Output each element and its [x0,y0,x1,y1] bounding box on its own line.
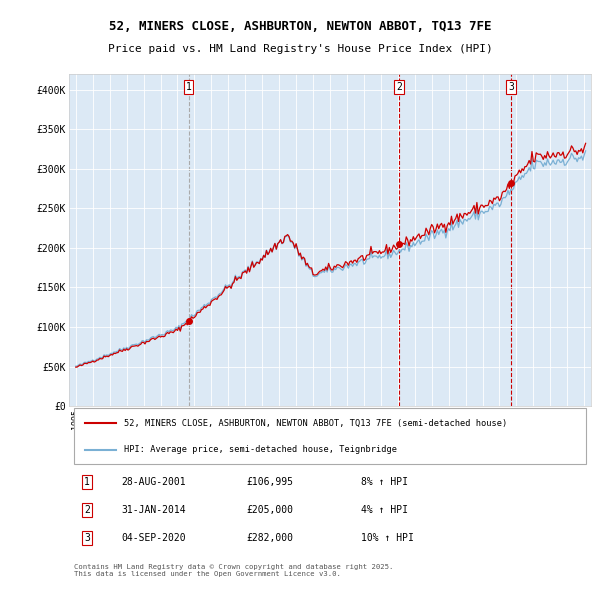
Text: 8% ↑ HPI: 8% ↑ HPI [361,477,409,487]
Text: Price paid vs. HM Land Registry's House Price Index (HPI): Price paid vs. HM Land Registry's House … [107,44,493,54]
Text: 52, MINERS CLOSE, ASHBURTON, NEWTON ABBOT, TQ13 7FE: 52, MINERS CLOSE, ASHBURTON, NEWTON ABBO… [109,20,491,33]
Text: £106,995: £106,995 [247,477,293,487]
Text: 28-AUG-2001: 28-AUG-2001 [121,477,186,487]
Text: 3: 3 [85,533,90,543]
Text: 52, MINERS CLOSE, ASHBURTON, NEWTON ABBOT, TQ13 7FE (semi-detached house): 52, MINERS CLOSE, ASHBURTON, NEWTON ABBO… [124,418,507,428]
Text: 31-JAN-2014: 31-JAN-2014 [121,505,186,515]
Text: 3: 3 [508,82,514,92]
Text: HPI: Average price, semi-detached house, Teignbridge: HPI: Average price, semi-detached house,… [124,445,397,454]
Text: 1: 1 [85,477,90,487]
Text: Contains HM Land Registry data © Crown copyright and database right 2025.
This d: Contains HM Land Registry data © Crown c… [74,565,394,578]
Text: £282,000: £282,000 [247,533,293,543]
Text: 2: 2 [85,505,90,515]
Text: 04-SEP-2020: 04-SEP-2020 [121,533,186,543]
Text: 4% ↑ HPI: 4% ↑ HPI [361,505,409,515]
Text: 1: 1 [186,82,191,92]
FancyBboxPatch shape [74,408,586,464]
Text: 10% ↑ HPI: 10% ↑ HPI [361,533,414,543]
Text: £205,000: £205,000 [247,505,293,515]
Text: 2: 2 [396,82,402,92]
